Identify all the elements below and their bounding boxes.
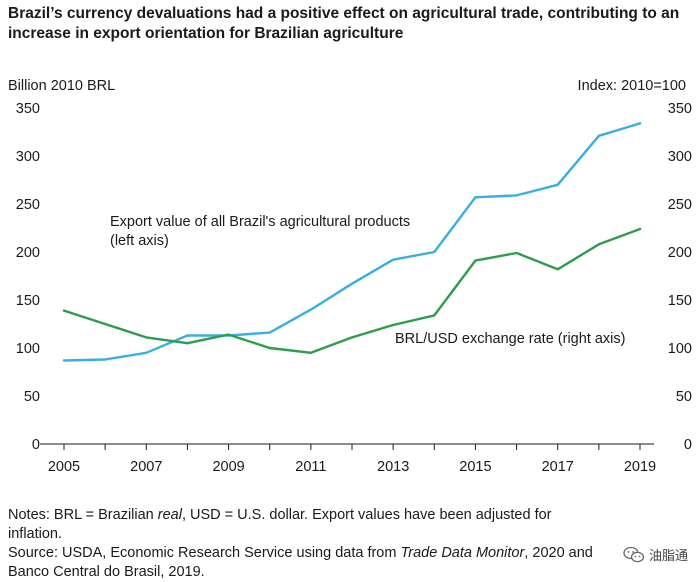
- export-series-label-axis: (left axis): [110, 233, 169, 249]
- right-y-axis: 0 50 100 150 200 250 300 350: [668, 101, 692, 453]
- right-y-tick-label: 150: [668, 293, 692, 309]
- notes-line2-prefix: Source: USDA, Economic Research Service …: [8, 545, 401, 561]
- export-value-point-2017: [556, 183, 559, 186]
- export-value-point-2018: [597, 134, 601, 138]
- exchange-rate-point-2018: [597, 243, 601, 246]
- export-value-point-2007: [145, 351, 148, 354]
- notes-line1-italic: real: [157, 507, 182, 523]
- exchange-rate-point-2006: [103, 322, 107, 326]
- x-tick-label: 2017: [542, 459, 574, 475]
- exchange-rate-point-2016: [515, 251, 518, 255]
- exchange-rate-point-2008: [186, 342, 189, 345]
- export-value-point-2006: [103, 358, 107, 361]
- export-value-point-2012: [350, 282, 354, 285]
- left-y-axis: 0 50 100 150 200 250 300 350: [16, 101, 40, 453]
- left-y-tick-label: 200: [16, 245, 40, 261]
- left-y-tick-label: 350: [16, 101, 40, 117]
- exchange-rate-point-2017: [556, 268, 559, 271]
- chart-title: Brazil’s currency devaluations had a pos…: [8, 5, 680, 42]
- left-y-tick-label: 250: [16, 197, 40, 213]
- notes-line3: Banco Central do Brasil, 2019.: [8, 564, 205, 580]
- line-chart: 0 50 100 150 200 250 300 350 0 50 100 150 200 250 300…: [16, 101, 692, 475]
- exchange-rate-point-2007: [145, 336, 148, 339]
- export-value-point-2014: [433, 250, 436, 254]
- notes-line2-italic: Trade Data Monitor: [400, 545, 525, 561]
- export-value-point-2008: [186, 334, 189, 337]
- exchange-rate-series-label: BRL/USD exchange rate (right axis): [395, 331, 626, 347]
- exchange-rate-point-2015: [474, 259, 477, 262]
- left-y-tick-label: 100: [16, 341, 40, 357]
- export-series-label: Export value of all Brazil's agricultura…: [110, 214, 410, 230]
- exchange-rate-point-2013: [391, 323, 395, 327]
- right-y-tick-label: 350: [668, 101, 692, 117]
- export-value-point-2019: [638, 122, 642, 125]
- exchange-rate-point-2011: [309, 351, 313, 354]
- left-y-tick-label: 0: [32, 437, 40, 453]
- export-value-point-2013: [391, 258, 395, 261]
- watermark: 油脂通: [623, 545, 688, 564]
- left-y-tick-label: 150: [16, 293, 40, 309]
- notes-line2-suffix: , 2020 and: [524, 545, 593, 561]
- notes-line1-prefix: Notes: BRL = Brazilian: [8, 507, 158, 523]
- wechat-icon: [623, 546, 645, 562]
- export-value-point-2016: [515, 194, 518, 197]
- right-y-tick-label: 250: [668, 197, 692, 213]
- export-value-point-2015: [474, 196, 477, 199]
- x-tick-label: 2007: [130, 459, 162, 475]
- x-tick-label: 2009: [212, 459, 244, 475]
- right-axis-unit: Index: 2010=100: [577, 78, 686, 94]
- exchange-rate-point-2009: [227, 333, 230, 336]
- left-axis-unit: Billion 2010 BRL: [8, 78, 116, 94]
- right-y-tick-label: 100: [668, 341, 692, 357]
- left-y-tick-label: 300: [16, 149, 40, 165]
- right-y-tick-label: 200: [668, 245, 692, 261]
- right-y-tick-label: 0: [684, 437, 692, 453]
- exchange-rate-point-2019: [638, 227, 642, 231]
- right-y-tick-label: 50: [676, 389, 692, 405]
- export-value-point-2011: [309, 308, 313, 311]
- left-y-tick-label: 50: [24, 389, 40, 405]
- export-value-point-2005: [62, 359, 66, 362]
- x-tick-label: 2019: [624, 459, 656, 475]
- right-y-tick-label: 300: [668, 149, 692, 165]
- x-tick-label: 2015: [459, 459, 491, 475]
- exchange-rate-point-2014: [433, 314, 436, 317]
- notes-line1-suffix: , USD = U.S. dollar. Export values have …: [8, 507, 552, 542]
- exchange-rate-point-2012: [350, 336, 354, 339]
- x-axis: 2005 2007 2009 2011 2013 2015 2017 2019: [48, 444, 656, 475]
- exchange-rate-point-2010: [268, 346, 271, 350]
- x-tick-label: 2013: [377, 459, 409, 475]
- series-layer: [62, 122, 642, 362]
- watermark-text: 油脂通: [648, 548, 688, 563]
- x-tick-label: 2011: [295, 459, 326, 475]
- notes: Notes: BRL = Brazilian real, USD = U.S. …: [8, 506, 608, 582]
- x-tick-label: 2005: [48, 459, 80, 475]
- exchange-rate-point-2005: [62, 309, 66, 312]
- export-value-point-2010: [268, 331, 271, 334]
